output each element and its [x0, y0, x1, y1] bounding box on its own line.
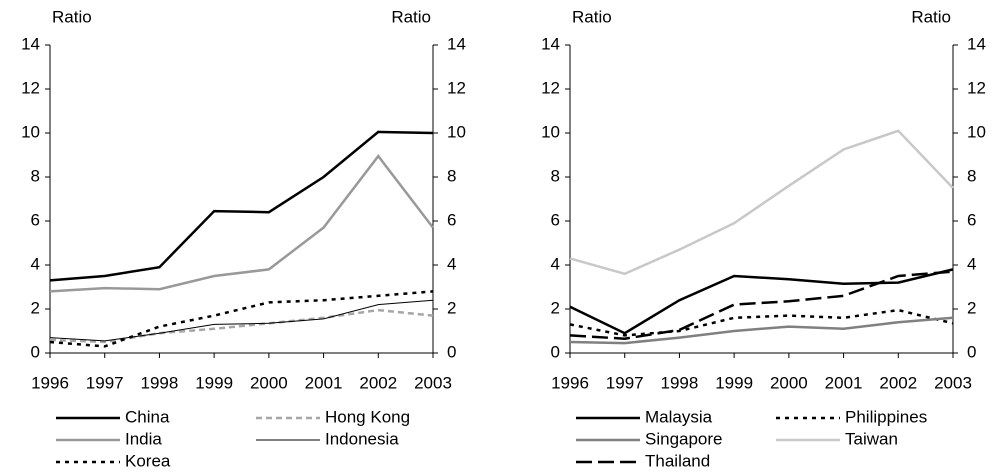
series-line: [49, 299, 434, 342]
y-tick-label: 12: [541, 78, 560, 97]
series-line: [569, 316, 954, 345]
x-tick-label: 1997: [86, 373, 124, 392]
legend-label: Indonesia: [325, 429, 399, 448]
y2-tick-label: 14: [447, 34, 466, 53]
y2-tick-label: 4: [967, 254, 976, 273]
x-tick-label: 1996: [31, 373, 69, 392]
x-tick-label: 1996: [551, 373, 589, 392]
y-axis-label: Ratio: [52, 7, 92, 26]
x-tick-label: 2001: [825, 373, 863, 392]
series-line: [49, 308, 434, 344]
series-line: [569, 308, 954, 337]
y2-tick-label: 2: [967, 298, 976, 317]
y-tick-label: 4: [551, 254, 560, 273]
y2-tick-label: 10: [967, 122, 986, 141]
y2-tick-label: 4: [447, 254, 456, 273]
y-tick-label: 2: [31, 298, 40, 317]
y2-tick-label: 14: [967, 34, 986, 53]
y-tick-label: 10: [541, 122, 560, 141]
y2-tick-label: 12: [447, 78, 466, 97]
y-tick-label: 8: [31, 166, 40, 185]
y2-tick-label: 2: [447, 298, 456, 317]
legend-label: Thailand: [645, 451, 710, 470]
y-tick-label: 6: [31, 210, 40, 229]
x-tick-label: 2001: [305, 373, 343, 392]
x-tick-label: 2000: [250, 373, 288, 392]
y-tick-label: 6: [551, 210, 560, 229]
y2-tick-label: 10: [447, 122, 466, 141]
x-tick-label: 1998: [661, 373, 699, 392]
y2-axis-label: Ratio: [911, 7, 951, 26]
y2-tick-label: 6: [447, 210, 456, 229]
legend-label: India: [125, 429, 162, 448]
series-line: [569, 268, 954, 335]
legend-label: Hong Kong: [325, 407, 410, 426]
x-tick-label: 1999: [195, 373, 233, 392]
legend-label: China: [125, 407, 170, 426]
x-tick-label: 2000: [770, 373, 808, 392]
series-line: [569, 129, 954, 276]
y2-tick-label: 8: [967, 166, 976, 185]
series-line: [49, 130, 434, 282]
legend-label: Malaysia: [645, 407, 713, 426]
series-line: [49, 154, 434, 293]
y2-tick-label: 6: [967, 210, 976, 229]
x-tick-label: 2002: [359, 373, 397, 392]
y-tick-label: 0: [31, 342, 40, 361]
x-tick-label: 2003: [934, 373, 972, 392]
y2-tick-label: 0: [967, 342, 976, 361]
series-line: [49, 290, 434, 348]
x-tick-label: 1997: [606, 373, 644, 392]
y2-tick-label: 12: [967, 78, 986, 97]
y-tick-label: 8: [551, 166, 560, 185]
legend-label: Philippines: [845, 407, 927, 426]
y-axis-label: Ratio: [572, 7, 612, 26]
y-tick-label: 10: [21, 122, 40, 141]
y2-tick-label: 8: [447, 166, 456, 185]
y2-axis-label: Ratio: [391, 7, 431, 26]
legend-label: Korea: [125, 451, 171, 470]
y-tick-label: 14: [541, 34, 560, 53]
y-tick-label: 4: [31, 254, 40, 273]
y-tick-label: 2: [551, 298, 560, 317]
legend-label: Singapore: [645, 429, 723, 448]
x-tick-label: 1999: [715, 373, 753, 392]
y2-tick-label: 0: [447, 342, 456, 361]
y-tick-label: 14: [21, 34, 40, 53]
x-tick-label: 2002: [879, 373, 917, 392]
legend-label: Taiwan: [845, 429, 898, 448]
x-tick-label: 2003: [414, 373, 452, 392]
x-tick-label: 1998: [141, 373, 179, 392]
y-tick-label: 0: [551, 342, 560, 361]
y-tick-label: 12: [21, 78, 40, 97]
